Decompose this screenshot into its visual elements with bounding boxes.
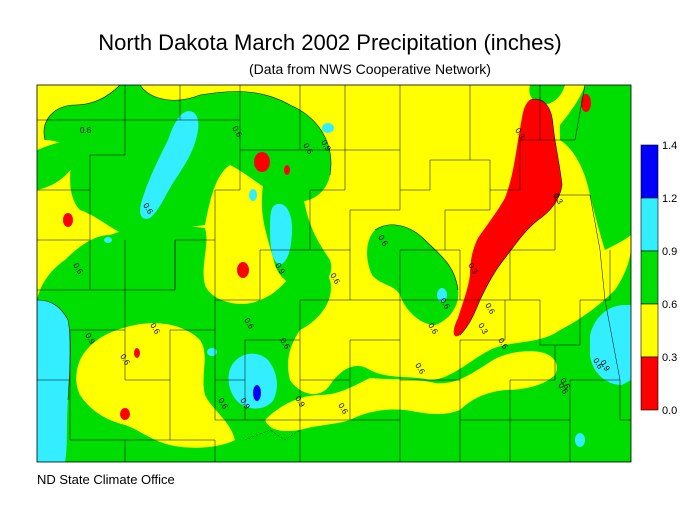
- contour-label: 0.6: [80, 126, 92, 135]
- contour-labels: 0.6 0.60.6 0.90.60.6 0.90.60.60.60.60.9 0.60…: [71, 125, 612, 417]
- region-0-9-to-1-2-east: [590, 305, 631, 385]
- legend-bin-0-6-to-0-9: [640, 250, 659, 305]
- legend-bin-0-9-to-1-2: [640, 197, 659, 252]
- legend-bin-0-3-to-0-6: [640, 303, 659, 358]
- region-0-9-to-1-2-small-4: [575, 433, 585, 447]
- legend: 1.4 1.2 0.9 0.6 0.3 0.0: [640, 140, 677, 417]
- legend-tick-label: 1.2: [662, 193, 677, 205]
- region-0-0-to-0-3-sw1: [134, 348, 140, 358]
- map-title: North Dakota March 2002 Precipitation (i…: [98, 30, 562, 55]
- map-subtitle: (Data from NWS Cooperative Network): [249, 61, 491, 77]
- region-0-6-to-0-9-lower-left-bend: [76, 323, 235, 448]
- region-0-0-to-0-3-sw2: [120, 408, 130, 420]
- legend-bin-1-2-to-1-4: [640, 144, 659, 199]
- region-0-0-to-0-3-east-band: [453, 99, 562, 337]
- county-boundaries: [37, 85, 631, 462]
- legend-bin-0-0-to-0-3: [640, 356, 659, 411]
- legend-tick-label: 0.0: [662, 405, 677, 417]
- region-0-0-to-0-3-w: [63, 213, 73, 227]
- legend-tick-label: 1.4: [662, 140, 677, 152]
- region-0-0-to-0-3-nw: [254, 152, 270, 172]
- region-0-9-to-1-2-small-1: [249, 189, 257, 201]
- region-1-2-to-1-4: [253, 385, 261, 401]
- region-0-0-to-0-3-small: [284, 165, 290, 175]
- region-0-9-to-1-2-central: [270, 203, 292, 265]
- region-0-9-to-1-2-south-center: [228, 353, 277, 409]
- state-outline: [36, 84, 632, 463]
- region-0-9-to-1-2-west: [37, 300, 71, 462]
- legend-tick-label: 0.9: [662, 246, 677, 258]
- region-0-9-to-1-2-small-6: [322, 123, 334, 133]
- region-0-9-to-1-2-small-2: [104, 237, 112, 243]
- legend-tick-label: 0.3: [662, 352, 677, 364]
- region-0-6-to-0-9-northwest: [44, 85, 331, 235]
- source-credit: ND State Climate Office: [37, 472, 175, 487]
- region-0-0-to-0-3-ne: [581, 94, 591, 112]
- region-0-6-to-0-9-west: [37, 142, 80, 190]
- region-0-9-to-1-2-northwest: [140, 111, 199, 219]
- region-0-9-to-1-2-small-3: [437, 288, 447, 302]
- region-0-6-to-0-9-south-center: [265, 351, 557, 431]
- region-0-9-to-1-2-small-5: [207, 348, 217, 356]
- legend-tick-label: 0.6: [662, 299, 677, 311]
- region-0-0-to-0-3-c: [237, 262, 249, 278]
